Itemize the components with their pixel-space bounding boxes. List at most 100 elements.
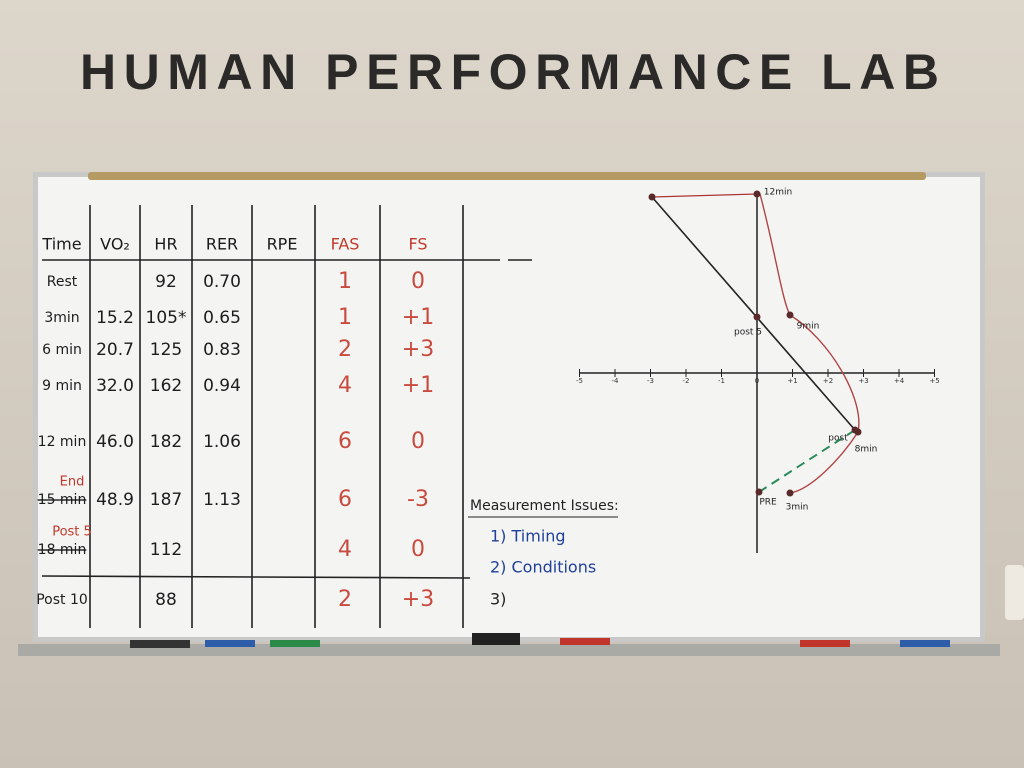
table-cell: 162 [150, 376, 182, 396]
table-cell: 48.9 [96, 490, 134, 510]
point-label: 9min [797, 322, 820, 332]
table-cell: 1 [338, 269, 352, 294]
table-cell: 112 [150, 540, 182, 560]
x-tick-label: +4 [894, 377, 905, 385]
trajectory [758, 429, 856, 493]
table: Time VO₂ HR RER RPE FAS FS Rest 92 0.70 1 0 3min 15.2… [36, 205, 532, 628]
table-cell: 0 [411, 429, 425, 454]
table-cell: 0.94 [203, 376, 241, 396]
x-tick-label: 0 [755, 377, 759, 385]
column-header: Time [41, 235, 81, 254]
marker [270, 640, 320, 647]
table-cell: 125 [150, 340, 182, 360]
column-header: HR [154, 235, 177, 254]
table-cell: 88 [155, 590, 177, 610]
table-cell: 20.7 [96, 340, 134, 360]
table-cell: 0 [411, 537, 425, 562]
table-cell: 0.83 [203, 340, 241, 360]
table-cell: 92 [155, 272, 177, 292]
marker [560, 638, 610, 645]
table-cell: Rest [47, 274, 78, 290]
notes: Measurement Issues: 1) Timing 2) Condition… [468, 498, 619, 609]
table-cell: 6 min [42, 342, 82, 358]
table-cell: 6 [338, 487, 352, 512]
point [753, 190, 761, 198]
table-cell: 46.0 [96, 432, 134, 452]
column-header: VO₂ [100, 235, 130, 254]
table-cell: 32.0 [96, 376, 134, 396]
point [753, 313, 761, 321]
table-cell: 15.2 [96, 308, 134, 328]
eraser [472, 633, 520, 645]
row-line [41, 575, 471, 579]
wall-sensor [1005, 565, 1024, 620]
point-label: PRE [759, 498, 777, 508]
point [648, 193, 656, 201]
table-cell: 1.13 [203, 490, 241, 510]
trajectory [651, 196, 856, 431]
table-cell: 105* [146, 308, 187, 328]
lab-title: HUMAN PERFORMANCE LAB [80, 44, 940, 100]
x-tick-label: -5 [576, 377, 583, 385]
table-cell: 15 min [38, 492, 87, 508]
point-label: post [828, 434, 848, 444]
table-cell: +1 [402, 305, 434, 330]
marker-tray [18, 644, 1000, 656]
x-tick-label: +1 [787, 377, 797, 385]
table-cell: +3 [402, 337, 434, 362]
marker [900, 640, 950, 647]
note-item: 3) [490, 590, 506, 609]
row-note: Post 5 [52, 525, 92, 540]
table-cell: 187 [150, 490, 182, 510]
table-cell: -3 [407, 487, 429, 512]
map-rail [88, 172, 926, 180]
column-header: RER [206, 235, 238, 254]
table-cell: 2 [338, 337, 352, 362]
column-header: RPE [267, 235, 298, 254]
table-cell: +1 [402, 373, 434, 398]
table-cell: +3 [402, 587, 434, 612]
table-cell: 12 min [38, 434, 87, 450]
x-tick-label: +5 [929, 377, 939, 385]
table-cell: Post 10 [36, 592, 88, 608]
point-label: 8min [855, 445, 878, 455]
point [755, 488, 763, 496]
table-cell: 18 min [38, 542, 87, 558]
table-cell: 4 [338, 373, 352, 398]
x-tick-label: -2 [683, 377, 690, 385]
table-cell: 0 [411, 269, 425, 294]
row-note: End [60, 475, 85, 490]
x-tick-label: -1 [718, 377, 725, 385]
table-cell: 6 [338, 429, 352, 454]
point [786, 489, 794, 497]
eraser [130, 640, 190, 648]
table-cell: 182 [150, 432, 182, 452]
column-header: FS [408, 235, 427, 254]
table-cell: 0.70 [203, 272, 241, 292]
x-tick-label: +2 [823, 377, 833, 385]
table-cell: 3min [44, 310, 79, 326]
point-label: post 5 [734, 328, 762, 338]
x-tick-label: +3 [858, 377, 868, 385]
x-tick-label: -4 [612, 377, 620, 385]
whiteboard [38, 177, 980, 637]
point [786, 311, 794, 319]
table-cell: 1.06 [203, 432, 241, 452]
marker [800, 640, 850, 647]
note-item: 2) Conditions [490, 558, 596, 577]
table-cell: 4 [338, 537, 352, 562]
column-header: FAS [331, 235, 360, 254]
notes-title: Measurement Issues: [470, 498, 619, 514]
note-item: 1) Timing [490, 527, 566, 546]
marker [205, 640, 255, 647]
table-cell: 2 [338, 587, 352, 612]
table-cell: 9 min [42, 378, 82, 394]
trajectory [651, 193, 758, 198]
graph: -5 -4 -3 -2 -1 0 +1 +2 +3 +4 +5 12min 9min post 5 post… [576, 188, 940, 553]
trajectory [759, 193, 860, 494]
table-cell: 1 [338, 305, 352, 330]
point-label: 3min [786, 503, 809, 513]
point-label: 12min [764, 188, 792, 198]
